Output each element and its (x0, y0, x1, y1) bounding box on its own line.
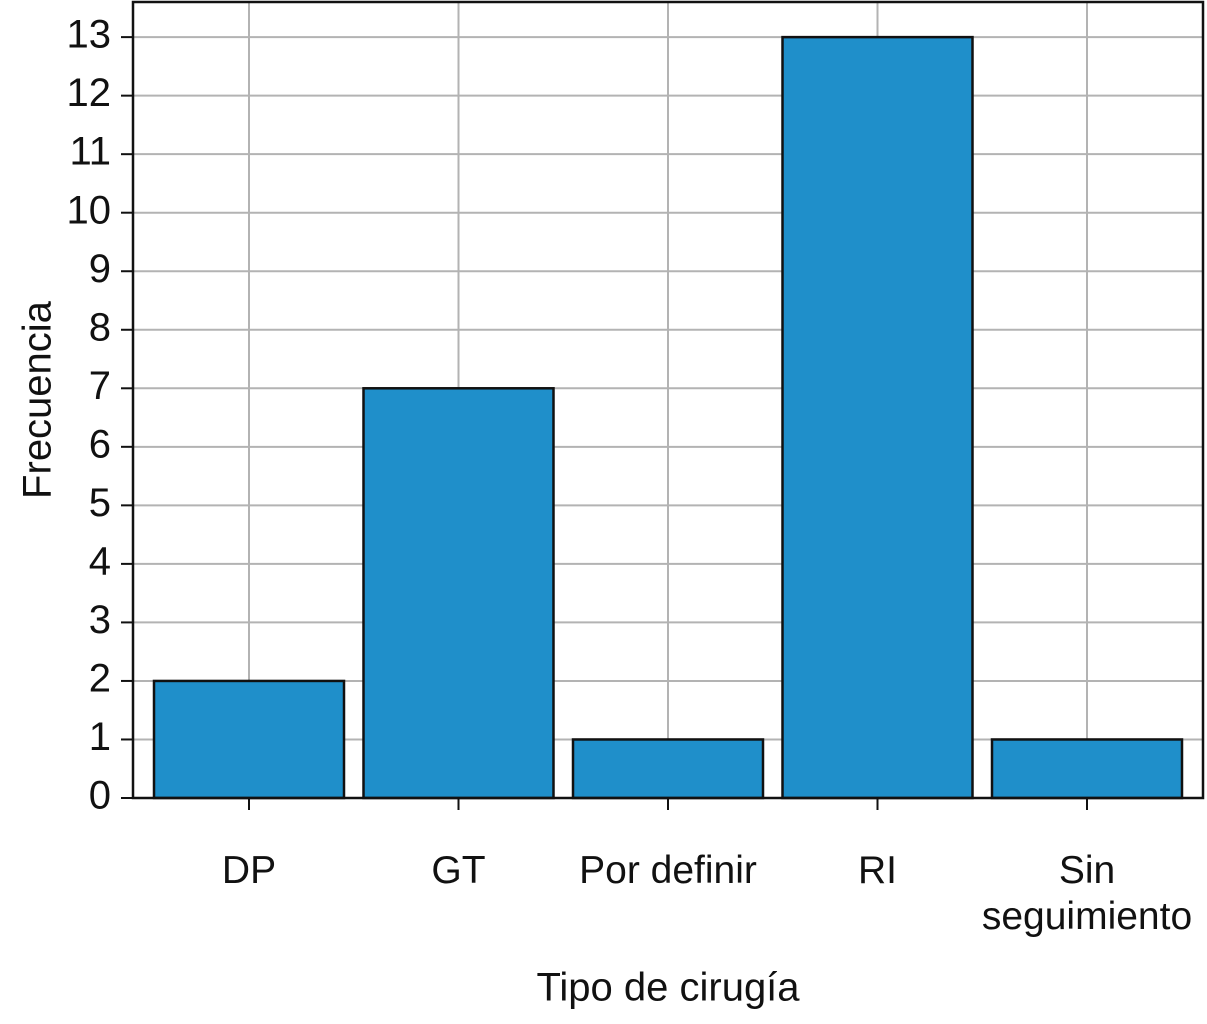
x-tick-label: Por definir (579, 849, 757, 892)
y-tick-label: 13 (67, 13, 112, 57)
x-axis-label: Tipo de cirugía (536, 966, 800, 1010)
y-tick-label: 0 (89, 774, 111, 818)
x-tick-label: RI (858, 849, 897, 892)
y-tick-label: 3 (89, 598, 111, 642)
y-tick-label: 1 (89, 715, 111, 759)
bar (781, 35, 974, 800)
y-axis-label: Frecuencia (16, 300, 60, 499)
y-tick-label: 10 (67, 188, 112, 232)
x-tick-label: Sin seguimiento (981, 849, 1193, 938)
bar (152, 679, 346, 800)
x-tick-label: GT (431, 849, 486, 892)
y-tick-label: 6 (89, 422, 111, 466)
x-tick-label: DP (221, 849, 277, 892)
y-tick-label: 8 (89, 305, 111, 349)
bar (362, 387, 555, 800)
y-tick-label: 12 (67, 71, 112, 115)
bar (990, 738, 1184, 800)
y-tick-label: 5 (89, 481, 111, 525)
y-tick-label: 7 (89, 364, 111, 408)
y-tick-label: 11 (69, 130, 111, 174)
y-tick-label: 2 (89, 657, 111, 701)
y-tick-label: 9 (89, 247, 111, 291)
bar (571, 738, 765, 800)
y-tick-label: 4 (89, 539, 111, 583)
plot-frame (131, 0, 1205, 800)
